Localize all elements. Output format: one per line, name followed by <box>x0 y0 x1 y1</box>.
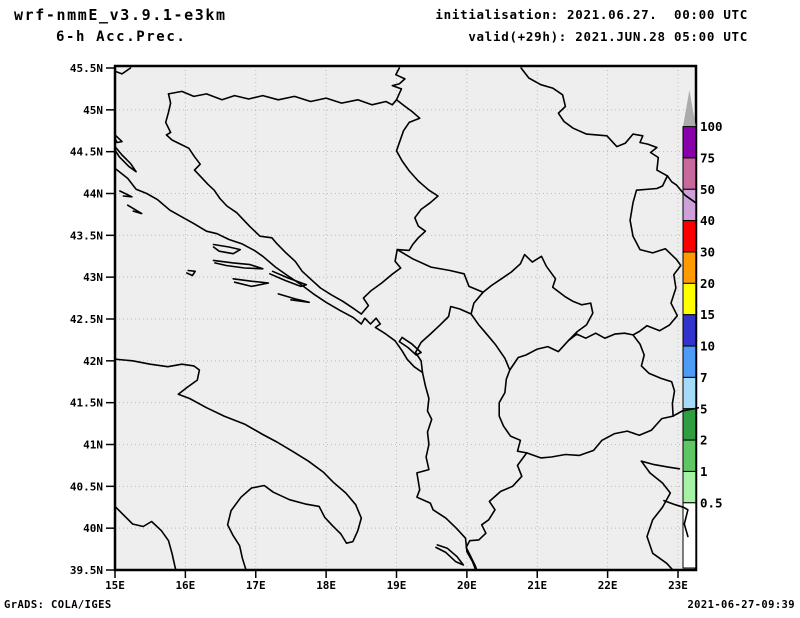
initialisation-text: initialisation: 2021.06.27. 00:00 UTC <box>435 7 748 22</box>
border-slovenia-croatia <box>115 67 132 75</box>
colorbar-level-label: 5 <box>700 401 708 416</box>
border-serbia-macedonia <box>567 332 634 342</box>
border-corfu-island <box>435 544 465 566</box>
border-greece-bulgaria <box>672 406 699 417</box>
colorbar-segment <box>682 439 697 472</box>
creation-timestamp: 2021-06-27-09:39 <box>687 599 795 611</box>
map-background <box>115 66 696 570</box>
colorbar-underflow-segment <box>682 502 697 569</box>
lon-tick-label: 18E <box>316 579 336 592</box>
border-lines <box>115 67 699 570</box>
border-pag-island <box>115 145 137 173</box>
lat-tick-label: 43N <box>83 271 103 284</box>
border-albania-montenegro <box>414 305 472 374</box>
colorbar-segment <box>682 157 697 190</box>
border-mljet-island <box>277 293 311 304</box>
colorbar-level-label: 50 <box>700 182 715 197</box>
border-rab-island <box>115 134 123 144</box>
lat-tick-label: 45.5N <box>70 62 103 75</box>
colorbar-level-label: 7 <box>700 370 708 385</box>
colorbar-level-label: 15 <box>700 307 715 322</box>
border-italy-adriatic-coast <box>115 358 363 570</box>
lon-tick-label: 22E <box>598 579 618 592</box>
colorbar-segment <box>682 126 697 159</box>
border-croatia-bosnia-sava <box>167 90 398 106</box>
lat-tick-label: 41N <box>83 439 103 452</box>
colorbar-level-label: 30 <box>700 245 715 260</box>
border-kornati <box>126 204 143 215</box>
lat-tick-label: 45N <box>83 104 103 117</box>
border-peljesac <box>268 270 308 288</box>
border-danube-drina <box>391 67 439 252</box>
lat-tick-label: 44.5N <box>70 146 103 159</box>
colorbar-segment <box>682 408 697 441</box>
border-hvar-island <box>212 259 264 270</box>
colorbar-level-label: 40 <box>700 213 715 228</box>
model-title: wrf-nmmE_v3.9.1-e3km <box>14 6 227 24</box>
lat-tick-label: 40N <box>83 522 103 535</box>
border-serbia-romania-danube <box>520 67 697 204</box>
border-croatia-bosnia-dinaric <box>164 93 363 315</box>
border-kosovo-boundary <box>470 253 594 371</box>
border-macedonia-albania <box>498 369 528 454</box>
border-thermaic-north-shore <box>640 460 681 470</box>
colorbar-level-label: 1 <box>700 464 708 479</box>
border-macedonia-greece <box>525 415 674 459</box>
border-albania-greece <box>465 452 528 570</box>
border-italy-tyrrhenian-coast <box>115 505 177 570</box>
border-korcula-island <box>232 277 270 288</box>
lon-tick-label: 16E <box>175 579 195 592</box>
border-brac-island <box>212 243 242 255</box>
colorbar-segment <box>682 345 697 378</box>
colorbar: 0.5 1 2 5 7 10 15 20 30 40 50 75 100 <box>682 90 723 569</box>
valid-time-text: valid(+29h): 2021.JUN.28 05:00 UTC <box>468 29 748 44</box>
lat-tick-label: 43.5N <box>70 229 103 242</box>
colorbar-level-label: 0.5 <box>700 495 723 510</box>
border-adriatic-coast <box>115 167 477 570</box>
border-thermaic-west-shore <box>640 460 674 570</box>
border-vis-island <box>186 269 196 277</box>
lon-tick-label: 20E <box>457 579 477 592</box>
border-serbia-bulgaria <box>629 175 682 336</box>
grads-credit: GrADS: COLA/IGES <box>4 599 112 611</box>
lon-tick-label: 17E <box>246 579 266 592</box>
lon-tick-label: 21E <box>527 579 547 592</box>
colorbar-segment <box>682 376 697 410</box>
colorbar-overflow-arrow <box>683 90 696 127</box>
border-montenegro-bosnia-serbia <box>360 248 484 315</box>
lat-tick-label: 42.5N <box>70 313 103 326</box>
lon-tick-label: 15E <box>105 579 125 592</box>
colorbar-segment <box>682 470 697 504</box>
colorbar-segment <box>682 220 697 253</box>
colorbar-level-label: 2 <box>700 433 708 448</box>
border-lake-shkodra <box>398 336 422 356</box>
colorbar-level-label: 20 <box>700 276 715 291</box>
lat-tick-label: 39.5N <box>70 564 103 577</box>
lat-tick-label: 42N <box>83 355 103 368</box>
border-kassandra-coast <box>663 499 689 538</box>
lat-tick-label: 40.5N <box>70 480 103 493</box>
colorbar-segment <box>682 282 697 316</box>
product-title: 6-h Acc.Prec. <box>56 29 187 45</box>
lon-tick-label: 23E <box>668 579 688 592</box>
border-dugi-otok <box>119 190 133 198</box>
lat-tick-label: 41.5N <box>70 397 103 410</box>
colorbar-level-label: 75 <box>700 150 715 165</box>
colorbar-segment <box>682 314 697 347</box>
lon-tick-label: 19E <box>387 579 407 592</box>
lat-tick-label: 44N <box>83 188 103 201</box>
colorbar-level-label: 10 <box>700 339 715 354</box>
border-macedonia-bulgaria <box>632 334 676 417</box>
colorbar-segment <box>682 251 697 284</box>
colorbar-level-label: 100 <box>700 119 723 134</box>
